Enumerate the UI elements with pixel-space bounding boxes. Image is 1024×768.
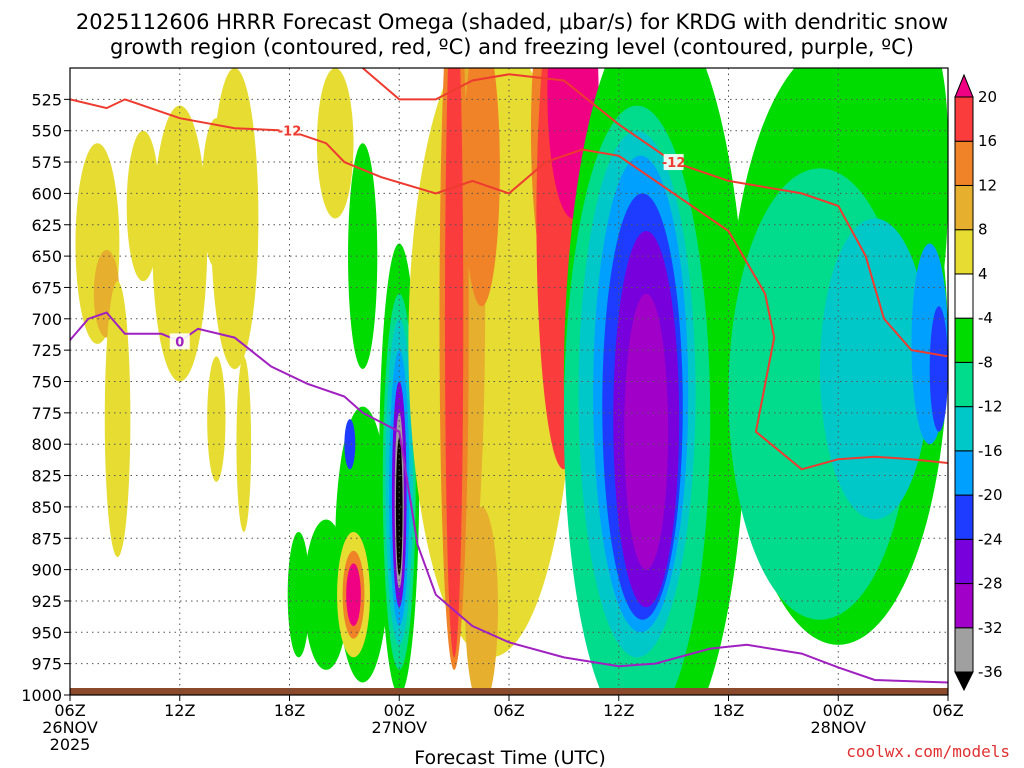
omega-shaded-region (624, 293, 669, 570)
y-tick-label: 650 (31, 247, 62, 266)
omega-shaded-region (465, 506, 499, 695)
dgz-contour-line-label-bg (279, 122, 300, 139)
omega-shaded-region (463, 68, 500, 307)
omega-shaded-region (346, 563, 361, 627)
terrain-strip (70, 688, 948, 695)
omega-shaded-region (929, 306, 948, 432)
dgz-contour-line (70, 98, 948, 471)
colorbar-swatch (954, 140, 974, 186)
colorbar-tick-label: 20 (978, 88, 997, 106)
omega-shaded-region (104, 281, 131, 558)
omega-shaded-region (819, 218, 930, 520)
omega-shaded-region (126, 130, 160, 282)
y-axis: 525 550 575 600 625 650 675 700 725 750 775 800 825 8… (21, 90, 70, 705)
dgz-contour-line-label: -12 (278, 125, 302, 140)
omega-shaded-region (911, 68, 948, 244)
plot-area: -12 -12 0 (70, 68, 948, 695)
y-tick-label: 575 (31, 153, 62, 172)
colorbar-tick-label: -16 (978, 442, 1003, 460)
colorbar-tick-label: 12 (978, 176, 997, 194)
y-tick-label: 700 (31, 310, 62, 329)
omega-shaded-region (344, 419, 356, 470)
omega-shaded-region (444, 68, 464, 658)
colorbar-swatch (954, 538, 974, 585)
x-tick-label: 28NOV (810, 718, 866, 737)
dgz-contour-line-label-bg (663, 154, 684, 171)
omega-shaded-region (287, 531, 310, 658)
y-tick-label: 900 (31, 561, 62, 580)
freezing-level-line (70, 311, 948, 684)
colorbar-tick-label: -20 (978, 486, 1003, 504)
omega-shaded-region (210, 68, 259, 369)
freezing-level-line-label-bg (169, 333, 190, 350)
colorbar-swatch (954, 229, 974, 275)
x-axis-label: Forecast Time (UTC) (414, 747, 605, 768)
y-tick-label: 625 (31, 216, 62, 235)
x-tick-label: 12Z (164, 701, 195, 720)
colorbar-swatch (954, 450, 974, 496)
colorbar-tick-label: 16 (978, 132, 997, 150)
y-tick-label: 550 (31, 122, 62, 141)
y-tick-label: 800 (31, 435, 62, 454)
colorbar-swatch (954, 406, 974, 452)
colorbar-tick-label: -4 (978, 309, 993, 327)
omega-shaded-region (395, 437, 403, 576)
y-tick-label: 850 (31, 498, 62, 517)
y-tick-label: 750 (31, 373, 62, 392)
y-tick-label: 1000 (21, 686, 62, 705)
y-tick-label: 675 (31, 278, 62, 297)
colorbar-tick-label: -8 (978, 353, 993, 371)
y-tick-label: 825 (31, 467, 62, 486)
chart-title-line2: growth region (contoured, red, ºC) and f… (110, 35, 914, 59)
x-tick-label: 18Z (713, 701, 744, 720)
x-tick-label: 27NOV (371, 718, 427, 737)
y-tick-label: 775 (31, 404, 62, 423)
y-tick-label: 725 (31, 341, 62, 360)
chart-title-line1: 2025112606 HRRR Forecast Omega (shaded, … (76, 10, 948, 34)
colorbar-tick-label: -36 (978, 663, 1003, 681)
colorbar-swatch (954, 273, 974, 319)
colorbar-swatch (954, 361, 974, 408)
colorbar-tick-label: -12 (978, 398, 1003, 416)
x-tick-label: 18Z (274, 701, 305, 720)
colorbar-swatch (954, 583, 974, 629)
colorbar-extend-high (954, 73, 974, 98)
x-tick-label: 12Z (603, 701, 634, 720)
colorbar-swatch (954, 96, 974, 142)
x-tick-label: 2025 (50, 735, 91, 754)
credit-link[interactable]: coolwx.com/models (846, 742, 1010, 761)
x-tick-label: 06Z (54, 701, 85, 720)
x-tick-label: 00Z (823, 701, 854, 720)
x-tick-label: 26NOV (42, 718, 98, 737)
dgz-contour-line-label: -12 (662, 156, 686, 171)
colorbar-tick-label: 4 (978, 265, 988, 283)
colorbar-swatch (954, 317, 974, 363)
x-tick-label: 06Z (932, 701, 963, 720)
y-tick-label: 950 (31, 623, 62, 642)
colorbar-swatch (954, 184, 974, 231)
colorbar-tick-label: -32 (978, 619, 1003, 637)
y-tick-label: 925 (31, 592, 62, 611)
omega-shaded-region (236, 356, 252, 532)
x-tick-label: 06Z (493, 701, 524, 720)
omega-shaded-region (152, 105, 208, 382)
colorbar-swatch (954, 494, 974, 540)
y-tick-label: 875 (31, 529, 62, 548)
colorbar: -36 -32 -28 -24 -20 -16 -12 -8 -4 4 8 12 16 20 (954, 73, 1003, 692)
freezing-level-line-label: 0 (175, 335, 184, 350)
y-tick-label: 975 (31, 655, 62, 674)
colorbar-tick-label: 8 (978, 221, 988, 239)
y-tick-label: 600 (31, 184, 62, 203)
colorbar-swatch (954, 627, 974, 673)
colorbar-tick-label: -24 (978, 530, 1003, 548)
x-tick-label: 00Z (384, 701, 415, 720)
omega-shaded-region (207, 356, 226, 482)
y-tick-label: 525 (31, 90, 62, 109)
omega-shaded-region (316, 68, 354, 219)
colorbar-tick-label: -28 (978, 575, 1003, 593)
